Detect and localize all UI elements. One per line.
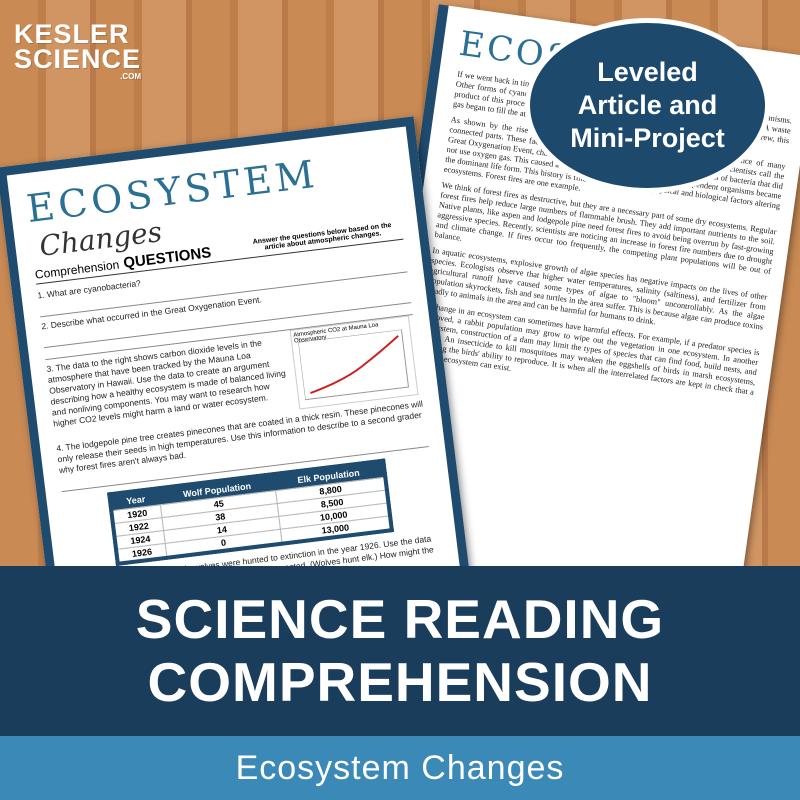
badge-line: Article and: [577, 90, 718, 120]
badge-line: Mini-Project: [570, 123, 725, 153]
worksheet-page: ECOSYSTEMChanges Comprehension QUESTIONS…: [0, 116, 480, 704]
subtitle: Ecosystem Changes: [0, 736, 800, 800]
logo-line: SCIENCE: [14, 44, 142, 74]
badge-line: Leveled: [597, 57, 698, 87]
banner: SCIENCE READING COMPREHENSION: [0, 566, 800, 736]
worksheet-title: ECOSYSTEM: [24, 151, 321, 232]
logo-line: KESLER: [14, 19, 130, 49]
co2-chart-image: Atmospheric CO2 at Mauna Loa Observatory: [289, 315, 419, 410]
badge: Leveled Article and Mini-Project: [525, 18, 770, 193]
banner-title: COMPREHENSION: [147, 651, 653, 713]
banner-title: SCIENCE READING: [135, 588, 665, 650]
logo: KESLER SCIENCE .COM: [14, 19, 142, 82]
logo-suffix: .COM: [120, 72, 142, 81]
